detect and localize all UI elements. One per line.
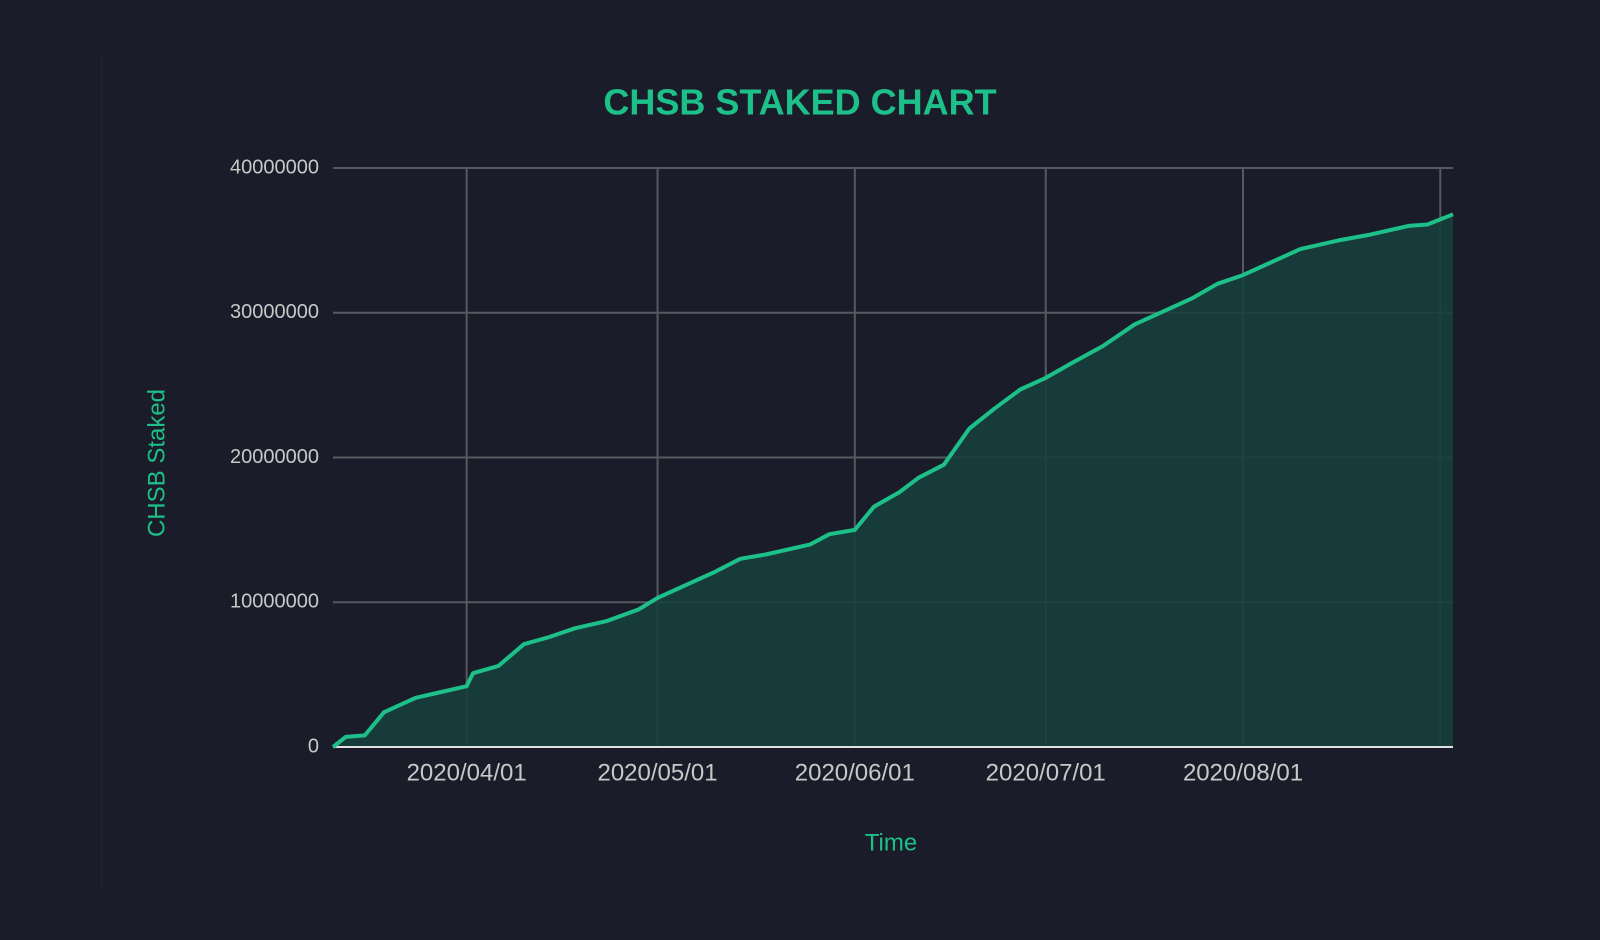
chart-title: CHSB STAKED CHART xyxy=(603,82,996,123)
x-tick-label: 2020/04/01 xyxy=(407,759,527,786)
x-tick-label: 2020/05/01 xyxy=(597,759,717,786)
x-axis-label: Time xyxy=(865,829,917,856)
y-axis-label: CHSB Staked xyxy=(143,389,170,537)
y-tick-label: 0 xyxy=(308,735,319,757)
x-tick-label: 2020/07/01 xyxy=(986,759,1106,786)
x-tick-label: 2020/06/01 xyxy=(795,759,915,786)
area xyxy=(333,214,1453,748)
x-tick-label: 2020/08/01 xyxy=(1183,759,1303,786)
y-tick-label: 10000000 xyxy=(230,591,319,613)
y-tick-label: 20000000 xyxy=(230,446,319,468)
y-tick-label: 30000000 xyxy=(230,301,319,323)
line xyxy=(331,212,1454,749)
y-tick-label: 40000000 xyxy=(230,156,319,178)
